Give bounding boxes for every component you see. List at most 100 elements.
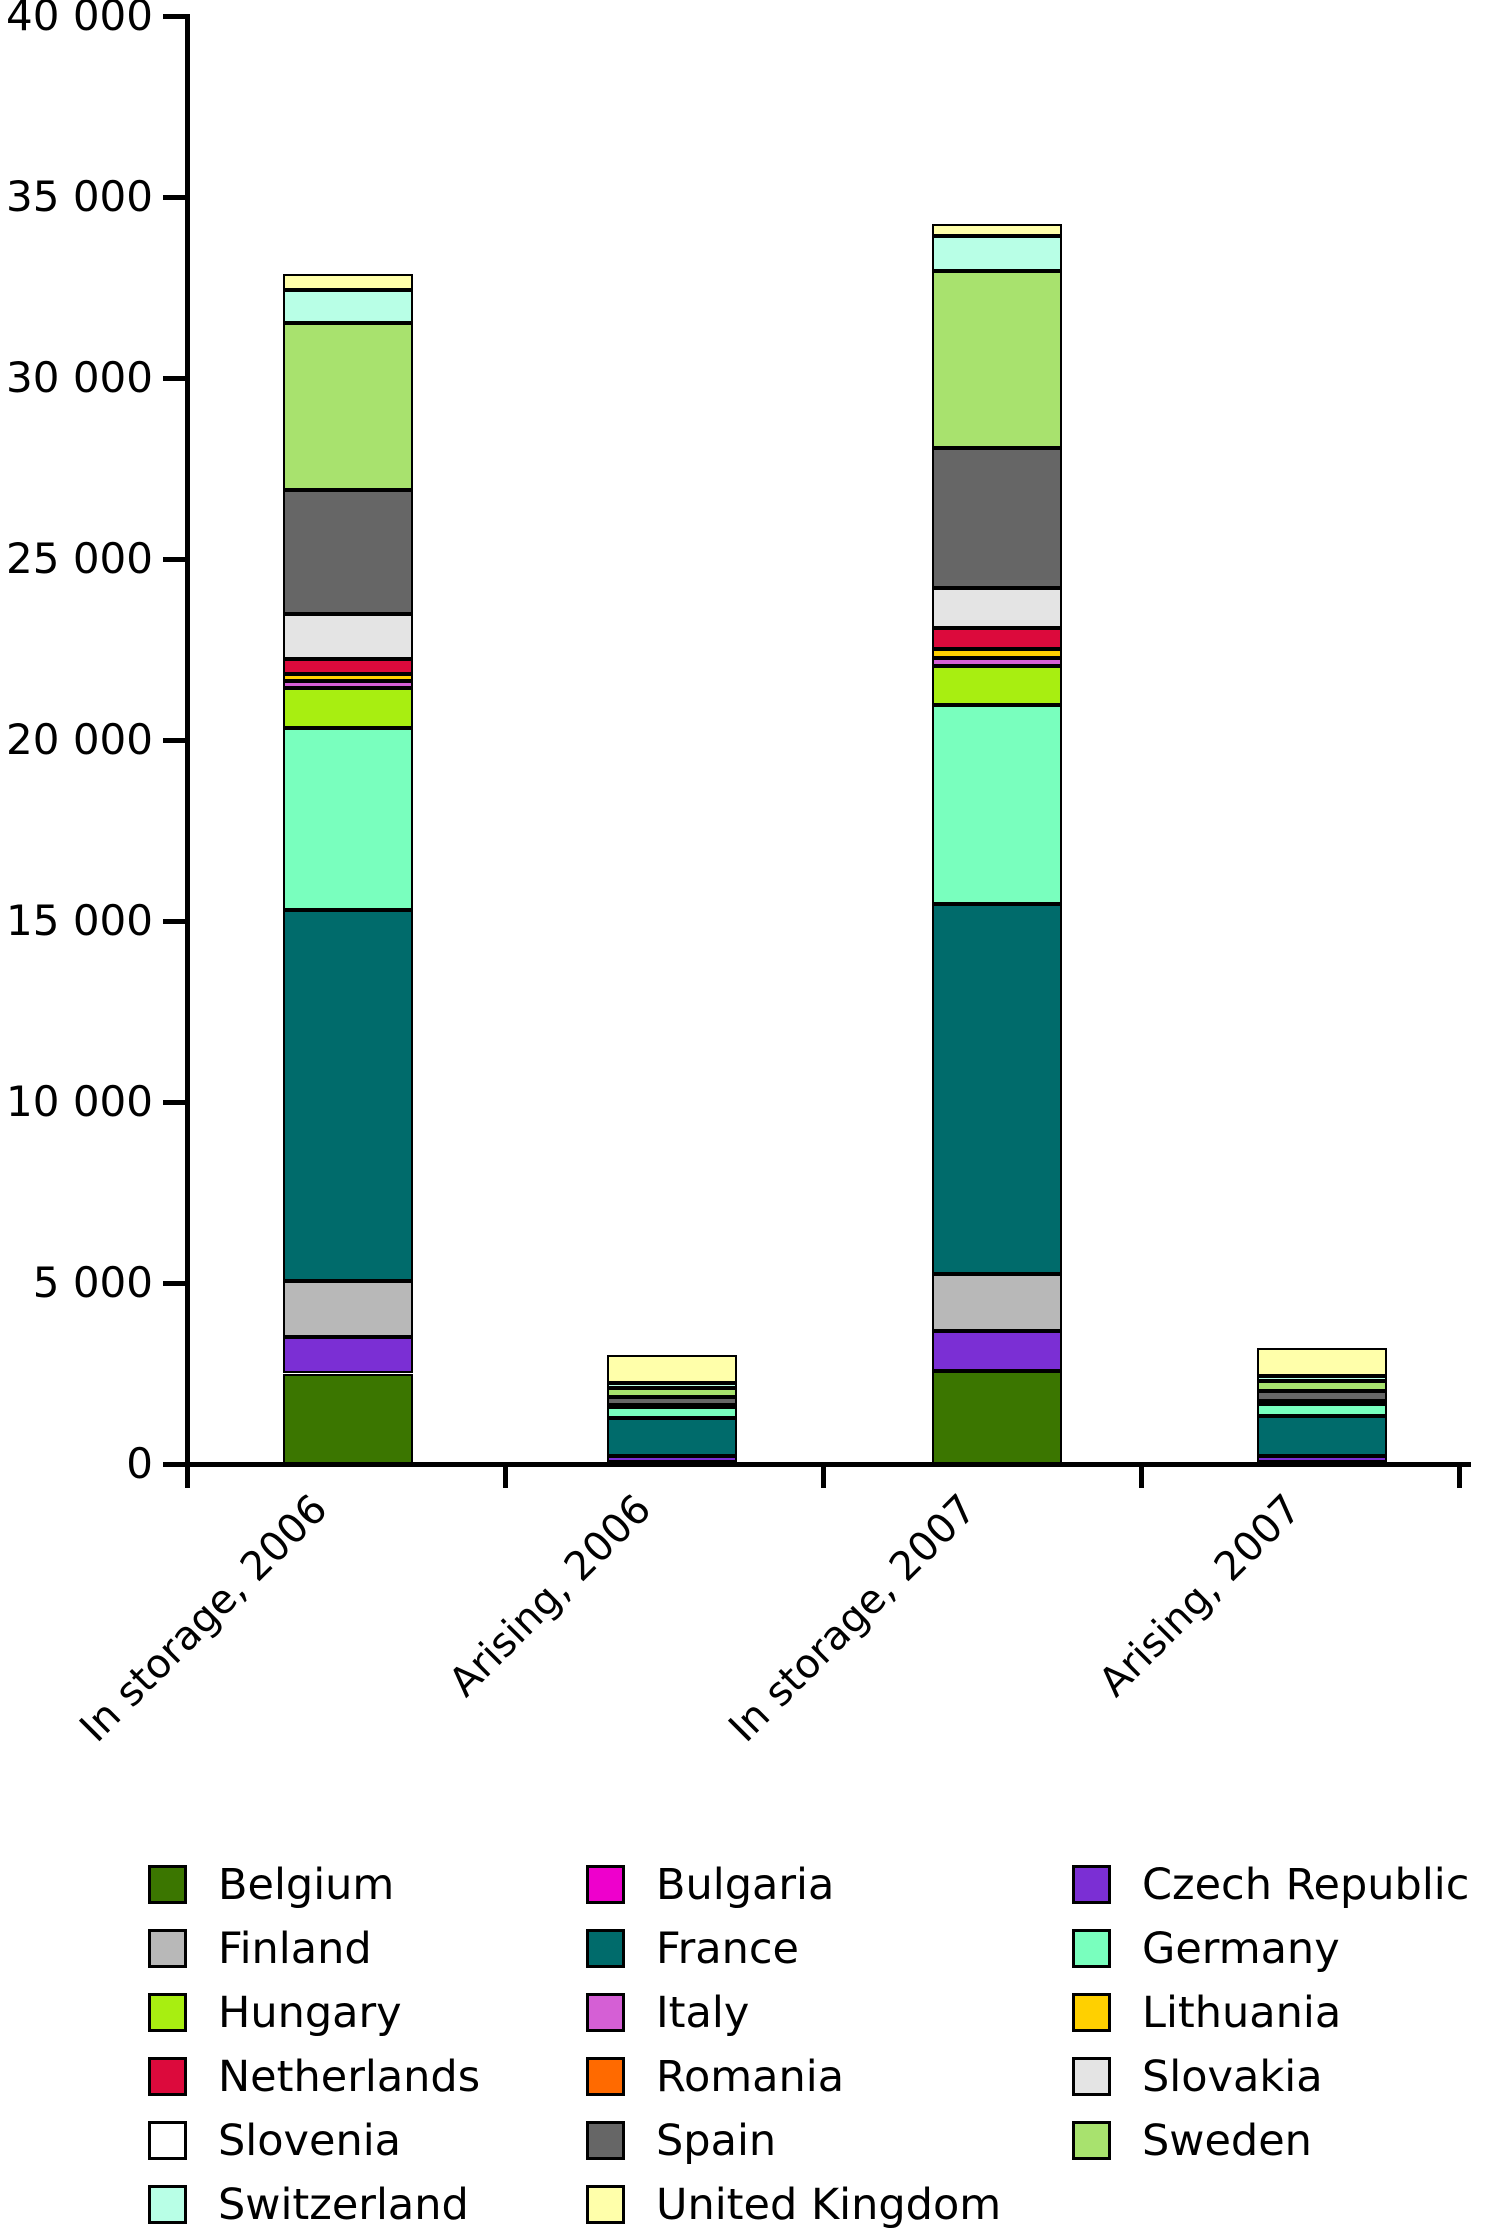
legend-label: Hungary: [218, 1988, 402, 2038]
legend-swatch-switzerland: [148, 2185, 187, 2224]
bar-segment-finland: [283, 1281, 413, 1338]
x-category-label: In storage, 2007: [720, 1485, 986, 1752]
y-tick-label: 20 000: [6, 715, 153, 764]
legend-swatch-sweden: [1072, 2121, 1111, 2160]
legend-swatch-germany: [1072, 1929, 1111, 1968]
legend-swatch-hungary: [148, 1993, 187, 2032]
bar-segment-czech-republic: [932, 1330, 1062, 1371]
x-category-label: Arising, 2007: [1090, 1485, 1311, 1706]
bar-segment-switzerland: [1257, 1376, 1387, 1382]
bar-segment-hungary: [607, 1404, 737, 1409]
y-tick: [163, 919, 187, 924]
bar-segment-belgium: [932, 1370, 1062, 1464]
y-tick-label: 35 000: [6, 172, 153, 221]
y-tick-label: 25 000: [6, 534, 153, 583]
bar-segment-lithuania: [932, 648, 1062, 658]
bar-segment-slovakia: [283, 614, 413, 659]
bar-segment-sweden: [283, 322, 413, 491]
bar-segment-sweden: [607, 1387, 737, 1398]
bar-segment-germany: [283, 728, 413, 911]
legend-swatch-romania: [586, 2057, 625, 2096]
y-tick: [163, 195, 187, 200]
y-tick-label: 30 000: [6, 353, 153, 402]
bar-segment-spain: [283, 490, 413, 615]
bar-segment-united-kingdom: [607, 1355, 737, 1383]
y-tick-label: 10 000: [6, 1077, 153, 1126]
bar-segment-france: [1257, 1415, 1387, 1457]
bar-segment-hungary: [932, 665, 1062, 706]
legend-label: United Kingdom: [656, 2180, 1002, 2228]
bar-segment-sweden: [1257, 1381, 1387, 1392]
y-tick: [163, 14, 187, 19]
legend-swatch-slovenia: [148, 2121, 187, 2160]
bar-segment-italy: [283, 680, 413, 688]
legend-swatch-slovakia: [1072, 2057, 1111, 2096]
legend-swatch-bulgaria: [586, 1865, 625, 1904]
bar-segment-spain: [607, 1397, 737, 1405]
y-tick-label: 15 000: [6, 896, 153, 945]
y-tick: [163, 1462, 187, 1467]
legend-label: Bulgaria: [656, 1860, 835, 1910]
x-axis-line: [185, 1462, 1471, 1467]
y-tick: [163, 376, 187, 381]
legend-label: Romania: [656, 2052, 845, 2102]
x-tick: [821, 1464, 826, 1488]
legend-swatch-spain: [586, 2121, 625, 2160]
y-tick: [163, 1281, 187, 1286]
y-tick: [163, 1100, 187, 1105]
bar-segment-spain: [932, 448, 1062, 588]
x-tick: [503, 1464, 508, 1488]
bar-segment-czech-republic: [607, 1456, 737, 1463]
bar-segment-belgium: [1257, 1462, 1387, 1467]
bar-segment-united-kingdom: [283, 274, 413, 291]
legend-label: Germany: [1142, 1924, 1340, 1974]
bar-segment-slovakia: [932, 587, 1062, 629]
legend-swatch-lithuania: [1072, 1993, 1111, 2032]
bar-segment-finland: [932, 1274, 1062, 1331]
bar-segment-germany: [1257, 1404, 1387, 1416]
legend-swatch-netherlands: [148, 2057, 187, 2096]
bar-segment-sweden: [932, 270, 1062, 449]
y-tick: [163, 738, 187, 743]
bar-segment-spain: [1257, 1391, 1387, 1402]
legend-label: Spain: [656, 2116, 777, 2166]
bar-segment-italy: [932, 657, 1062, 666]
legend-swatch-belgium: [148, 1865, 187, 1904]
y-tick: [163, 557, 187, 562]
legend-swatch-finland: [148, 1929, 187, 1968]
bar-segment-belgium: [283, 1373, 413, 1464]
legend-label: Slovakia: [1142, 2052, 1323, 2102]
legend-label: Czech Republic: [1142, 1860, 1470, 1910]
bar-segment-hungary: [283, 687, 413, 729]
bar-segment-france: [932, 904, 1062, 1275]
legend-label: Finland: [218, 1924, 372, 1974]
bar-segment-switzerland: [283, 290, 413, 323]
legend-label: Belgium: [218, 1860, 395, 1910]
bar-segment-united-kingdom: [1257, 1347, 1387, 1377]
bar-segment-czech-republic: [283, 1337, 413, 1374]
bar-segment-switzerland: [932, 236, 1062, 271]
x-tick: [185, 1464, 190, 1488]
legend-swatch-france: [586, 1929, 625, 1968]
y-axis-line: [185, 14, 190, 1468]
legend-swatch-united-kingdom: [586, 2185, 625, 2224]
bar-segment-germany: [932, 705, 1062, 905]
bar-segment-france: [607, 1418, 737, 1457]
legend-label: Lithuania: [1142, 1988, 1342, 2038]
bar-segment-hungary: [1257, 1401, 1387, 1406]
y-tick-label: 0: [126, 1439, 153, 1488]
x-category-label: Arising, 2006: [440, 1485, 661, 1706]
x-category-label: In storage, 2006: [71, 1485, 337, 1752]
y-tick-label: 40 000: [6, 0, 153, 40]
bar-segment-belgium: [607, 1462, 737, 1467]
legend-label: Sweden: [1142, 2116, 1312, 2166]
bar-segment-lithuania: [283, 673, 413, 681]
legend-swatch-czech-republic: [1072, 1865, 1111, 1904]
bar-segment-netherlands: [283, 658, 413, 674]
legend-label: Netherlands: [218, 2052, 481, 2102]
bar-segment-czech-republic: [1257, 1456, 1387, 1463]
bar-segment-france: [283, 910, 413, 1282]
legend-label: Italy: [656, 1988, 750, 2038]
legend-swatch-italy: [586, 1993, 625, 2032]
